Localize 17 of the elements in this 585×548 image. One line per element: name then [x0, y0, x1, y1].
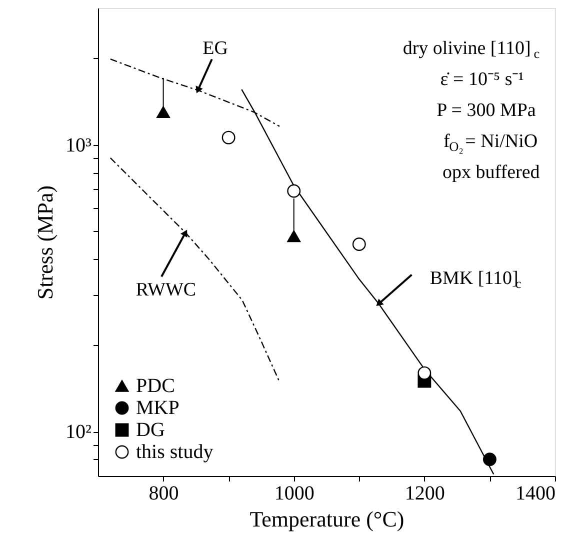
annotation: P = 300 MPa	[436, 100, 536, 121]
x-axis-title: Temperature (°C)	[250, 506, 404, 532]
legend-label: PDC	[136, 375, 175, 397]
x-tick-label: 800	[148, 482, 179, 504]
x-tick-label: 1200	[404, 482, 445, 504]
legend-label: DG	[136, 419, 165, 441]
x-tick-label: 1400	[516, 482, 556, 504]
annotation: EG	[202, 38, 228, 60]
annotation: RWWC	[136, 280, 196, 301]
y-tick-label: 10³	[66, 134, 92, 156]
x-tick-label: 1000	[274, 482, 314, 504]
y-tick-label: 10²	[66, 421, 92, 444]
legend-label: this study	[136, 441, 214, 463]
annotation: ε̇ = 10⁻⁵ s⁻¹	[440, 69, 524, 90]
y-axis-title: Stress (MPa)	[32, 185, 58, 300]
annotation: opx buffered	[442, 162, 540, 183]
legend-label: MKP	[136, 397, 180, 419]
